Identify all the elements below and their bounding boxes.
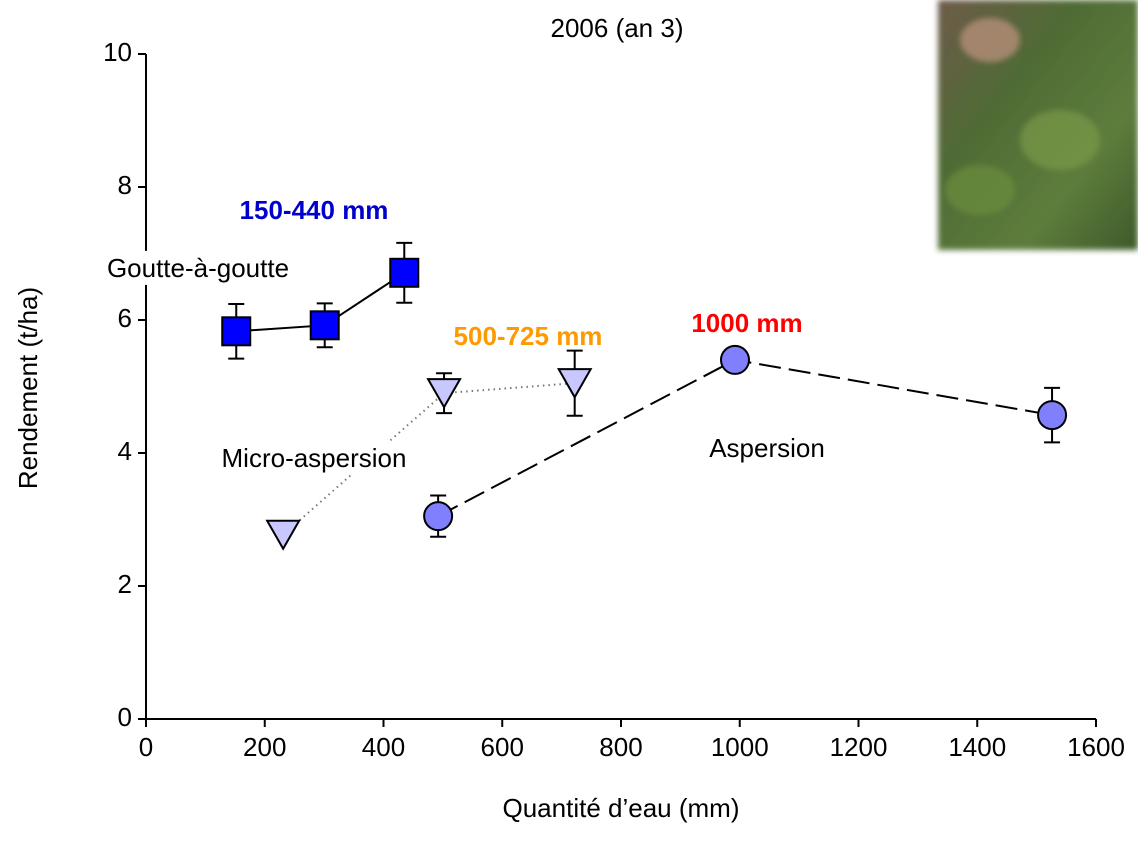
x-tick-label: 400 [362,732,405,762]
x-tick-label: 600 [481,732,524,762]
x-tick-label: 1600 [1067,732,1125,762]
x-tick-label: 200 [243,732,286,762]
point [721,346,749,374]
series-label: Aspersion [709,433,825,463]
x-tick-label: 1200 [830,732,888,762]
x-tick-label: 1400 [948,732,1006,762]
y-tick-label: 6 [118,303,132,333]
series-label: Goutte-à-goutte [107,253,289,283]
x-axis-label: Quantité d’eau (mm) [503,793,740,823]
y-tick-label: 2 [118,569,132,599]
annotation: 150-440 mm [240,195,389,225]
y-tick-label: 10 [103,37,132,67]
x-tick-label: 1000 [711,732,769,762]
chart: 2006 (an 3) Quantité d’eau (mm) Rendemen… [0,0,1138,862]
chart-title: 2006 (an 3) [551,13,684,43]
photo [938,0,1138,250]
series-label: Micro-aspersion [222,443,407,473]
point [1038,401,1066,429]
point [424,502,452,530]
y-tick-label: 4 [118,436,132,466]
annotation: 1000 mm [691,308,802,338]
point [222,317,250,345]
x-tick-label: 800 [599,732,642,762]
point [267,521,299,549]
point [559,369,591,397]
y-tick-label: 8 [118,170,132,200]
y-tick-label: 0 [118,702,132,732]
point [390,259,418,287]
point [311,311,339,339]
y-axis-label: Rendement (t/ha) [13,287,43,489]
annotation: 500-725 mm [454,321,603,351]
x-tick-label: 0 [139,732,153,762]
